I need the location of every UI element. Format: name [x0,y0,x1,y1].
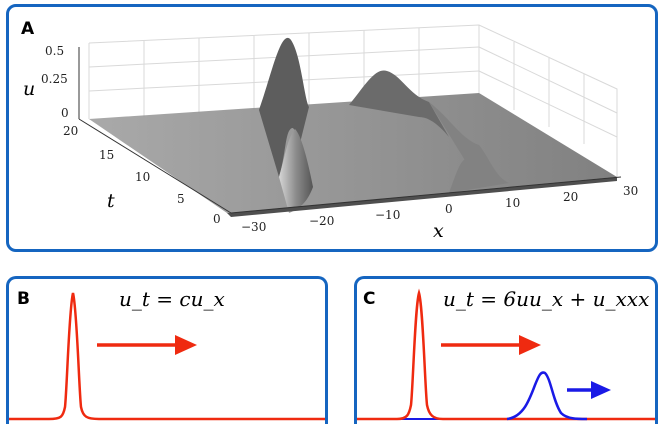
t-tick-0: 0 [213,212,221,226]
panel-a: A [6,4,658,252]
panel-c-equation: u_t = 6uu_x + u_xxx [443,287,650,311]
panel-b-plot [9,292,325,421]
u-tick-0: 0 [61,106,69,120]
x-tick-30: 30 [623,184,638,198]
u-tick-0-5: 0.5 [45,44,64,58]
x-tick-10: 10 [505,196,520,210]
kdv-tall-soliton [357,288,655,421]
x-tick-neg20: −20 [309,214,334,228]
axes [78,47,622,214]
t-tick-10: 10 [135,170,150,184]
panel-b-equation: u_t = cu_x [119,287,225,311]
panel-c-plot [357,288,655,421]
x-tick-neg30: −30 [241,220,266,234]
surface-plot: 0.5 0.25 0 u 20 15 10 5 0 t −30 −20 −10 … [23,24,638,242]
u-tick-0-25: 0.25 [41,72,68,86]
u-axis-label: u [23,78,35,100]
kdv-red-arrow-head [519,335,541,355]
x-tick-0: 0 [445,202,453,216]
panel-c-letter: C [363,289,376,309]
x-tick-20: 20 [563,190,578,204]
x-axis-label: x [433,220,444,242]
x-tick-neg10: −10 [375,208,400,222]
panel-a-letter: A [21,19,35,39]
kdv-short-soliton [506,371,588,421]
kdv-blue-arrow-head [591,381,611,399]
advection-pulse [9,292,325,421]
panel-c: C u_t = 6uu_x + u_xxx [354,276,658,424]
surface [89,37,617,217]
panel-b: B u_t = cu_x [6,276,328,424]
t-tick-15: 15 [99,148,114,162]
t-tick-20: 20 [63,124,78,138]
t-tick-5: 5 [177,192,185,206]
advection-arrow-head [175,335,197,355]
panel-b-letter: B [17,289,30,309]
t-axis-label: t [107,190,115,212]
